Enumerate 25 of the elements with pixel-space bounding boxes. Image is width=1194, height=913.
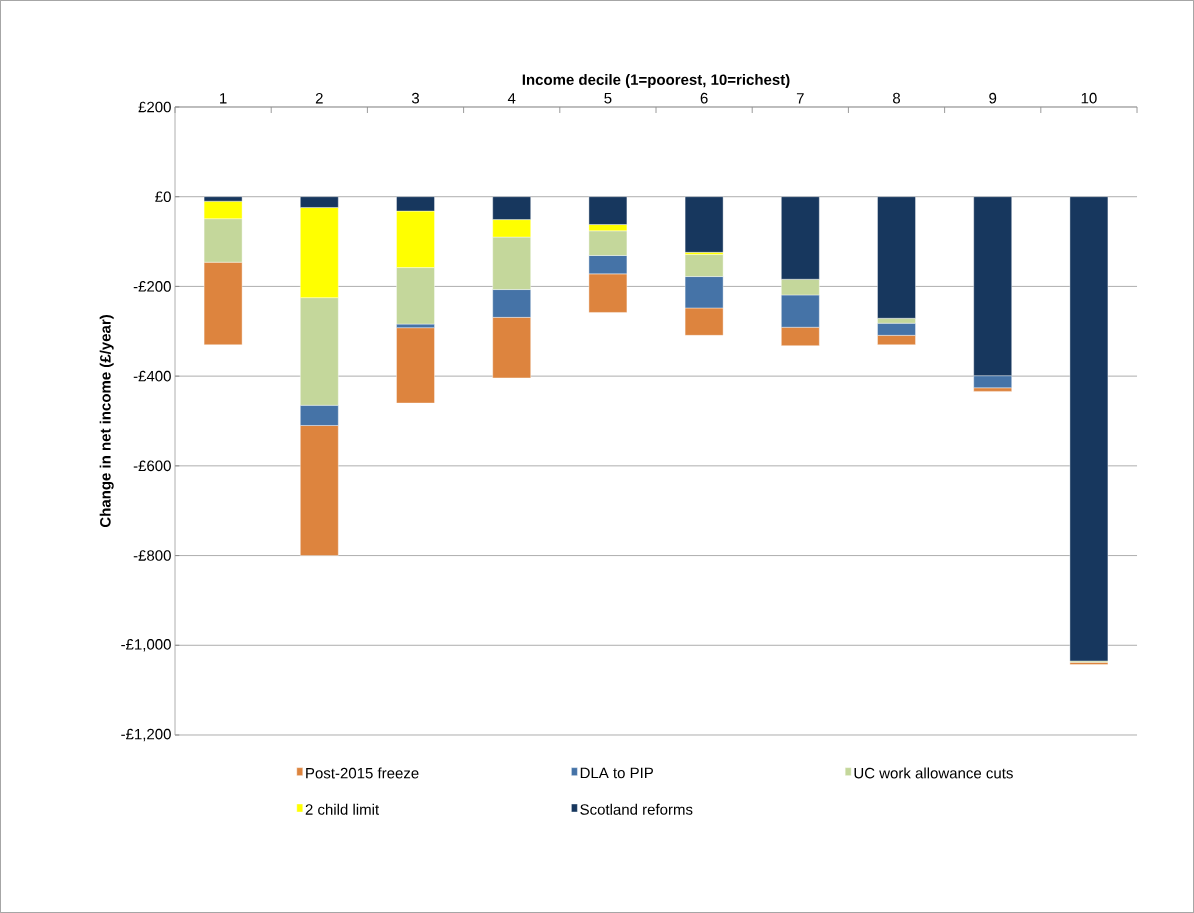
- y-tick-label: -£200: [133, 281, 171, 292]
- x-axis-title: Income decile (1=poorest, 10=richest): [522, 73, 790, 88]
- x-tick-label: 3: [411, 92, 420, 104]
- legend-label: Post-2015 freeze: [306, 767, 419, 779]
- x-tick-label: 1: [220, 93, 227, 104]
- y-tick-label: -£800: [133, 550, 171, 561]
- x-tick-label: 10: [1081, 92, 1097, 104]
- y-tick-label: -£400: [133, 370, 171, 382]
- x-tick-label: 7: [796, 93, 804, 104]
- legend-label: Scotland reforms: [580, 803, 693, 815]
- y-tick-label: -£1,200: [121, 728, 171, 742]
- x-tick-label: 4: [507, 93, 516, 104]
- y-tick-label: £200: [138, 101, 171, 113]
- x-tick-label: 6: [700, 92, 708, 104]
- y-axis-title: Change in net income (£/year): [99, 315, 114, 528]
- legend-label: UC work allowance cuts: [854, 767, 1013, 779]
- y-tick-label: £0: [155, 191, 171, 203]
- x-tick-label: 2: [315, 92, 323, 104]
- x-tick-label: 9: [989, 92, 997, 104]
- legend-label: 2 child limit: [305, 803, 380, 815]
- x-tick-label: 5: [604, 92, 612, 104]
- y-tick-label: -£600: [133, 460, 171, 472]
- x-tick-label: 8: [893, 92, 901, 104]
- y-tick-label: -£1,000: [121, 639, 171, 652]
- legend-label: DLA to PIP: [580, 767, 653, 779]
